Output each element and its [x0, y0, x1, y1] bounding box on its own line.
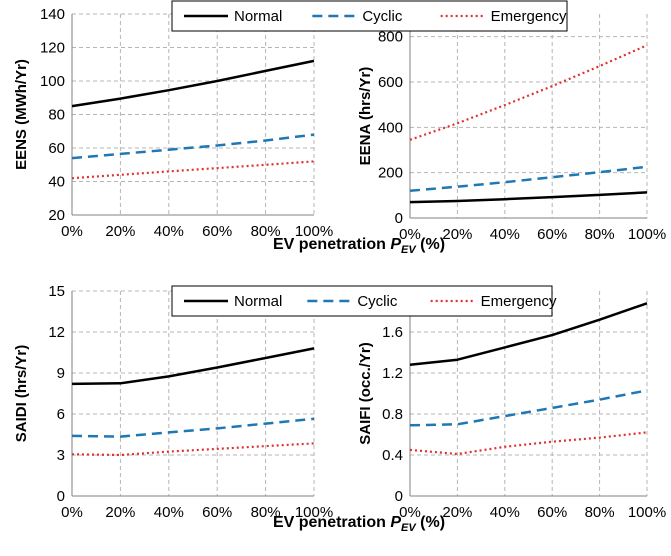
x-tick-label: 0% [399, 226, 421, 243]
y-tick-label: 800 [378, 29, 403, 46]
chart-eena: 0 200 400 600 800 0% 20% 40% 60% 80% 100% EENA (hrs… [357, 14, 666, 243]
x-tick-label: 0% [61, 223, 83, 240]
y-tick-label: 3 [57, 447, 65, 464]
y-tick-label: 0 [57, 488, 65, 505]
x-tick-label: 40% [154, 223, 184, 240]
x-tick-label: 80% [585, 226, 615, 243]
x-tick-label: 0% [399, 504, 421, 521]
y-tick-label: 60 [48, 140, 65, 157]
series-line-cyclic [409, 389, 648, 427]
x-tick-label: 100% [628, 226, 666, 243]
series-line-cyclic [71, 417, 315, 438]
x-tick-label: 40% [490, 226, 520, 243]
y-axis-label: SAIFI (occ./Yr) [357, 342, 374, 445]
y-tick-label: 15 [48, 283, 65, 300]
y-tick-label: 40 [48, 174, 65, 191]
y-tick-label: 0.8 [382, 406, 403, 423]
y-axis-label: SAIDI (hrs/Yr) [13, 345, 30, 443]
y-tick-label: 1.2 [382, 365, 403, 382]
x-axis-label: EV penetration PEV (%) [273, 514, 445, 534]
series-line-normal [71, 347, 315, 386]
series-line-emergency [409, 431, 648, 456]
series-line-cyclic [409, 165, 648, 193]
series-line-cyclic [71, 133, 315, 160]
x-tick-label: 0% [61, 504, 83, 521]
chart-saifi: 0 0.4 0.8 1.2 1.6 0% 20% 40% 60% 80% 100% SAIFI (oc… [357, 291, 666, 521]
x-tick-label: 60% [537, 504, 567, 521]
x-tick-label: 100% [295, 504, 333, 521]
series-line-normal [71, 59, 315, 108]
x-tick-label: 80% [251, 223, 281, 240]
x-tick-label: 80% [585, 504, 615, 521]
series-line-normal [409, 302, 648, 367]
series-line-emergency [71, 160, 315, 180]
x-tick-label: 100% [628, 504, 666, 521]
legend-label-normal: Normal [234, 293, 282, 310]
x-tick-label: 20% [442, 226, 472, 243]
x-tick-label: 20% [442, 504, 472, 521]
y-tick-label: 0.4 [382, 447, 403, 464]
y-tick-label: 6 [57, 406, 65, 423]
legend-label-emergency: Emergency [491, 8, 567, 25]
y-tick-label: 400 [378, 119, 403, 136]
x-tick-label: 80% [251, 504, 281, 521]
legend-box [171, 0, 568, 32]
legend-label-normal: Normal [234, 8, 282, 25]
x-tick-label: 40% [490, 504, 520, 521]
y-tick-label: 120 [40, 40, 65, 57]
x-tick-label: 60% [202, 223, 232, 240]
y-tick-label: 12 [48, 324, 65, 341]
x-tick-label: 100% [295, 223, 333, 240]
chart-saidi: 0 3 6 9 12 15 0% 20% 40% 60% 80% 100% SAIDI (hrs/Yr) [13, 283, 333, 521]
y-tick-label: 600 [378, 74, 403, 91]
y-tick-label: 0 [395, 210, 403, 227]
series-line-emergency [71, 442, 315, 457]
legend: Normal Cyclic Emergency [171, 285, 557, 317]
x-axis-label: EV penetration PEV (%) [273, 236, 445, 256]
y-tick-label: 80 [48, 107, 65, 124]
y-tick-label: 200 [378, 165, 403, 182]
x-tick-label: 60% [537, 226, 567, 243]
y-tick-label: 0 [395, 488, 403, 505]
y-axis-label: EENA (hrs/Yr) [357, 67, 374, 166]
series-line-emergency [409, 44, 648, 141]
x-tick-label: 20% [105, 223, 135, 240]
series-line-normal [409, 191, 648, 204]
y-tick-label: 1.6 [382, 324, 403, 341]
legend-label-cyclic: Cyclic [357, 293, 397, 310]
legend-label-emergency: Emergency [481, 293, 557, 310]
y-tick-label: 20 [48, 207, 65, 224]
legend-label-cyclic: Cyclic [362, 8, 402, 25]
y-tick-label: 100 [40, 73, 65, 90]
legend-box [171, 285, 553, 317]
x-tick-label: 60% [202, 504, 232, 521]
x-tick-label: 40% [154, 504, 184, 521]
legend: Normal Cyclic Emergency [171, 0, 568, 32]
x-tick-label: 20% [105, 504, 135, 521]
chart-eens: 20 40 60 80 100 120 140 0% 20% 40% 60% 80% 100% EENS … [13, 6, 333, 240]
y-tick-label: 9 [57, 365, 65, 382]
y-axis-label: EENS (MWh/Yr) [13, 59, 30, 170]
y-tick-label: 140 [40, 6, 65, 23]
